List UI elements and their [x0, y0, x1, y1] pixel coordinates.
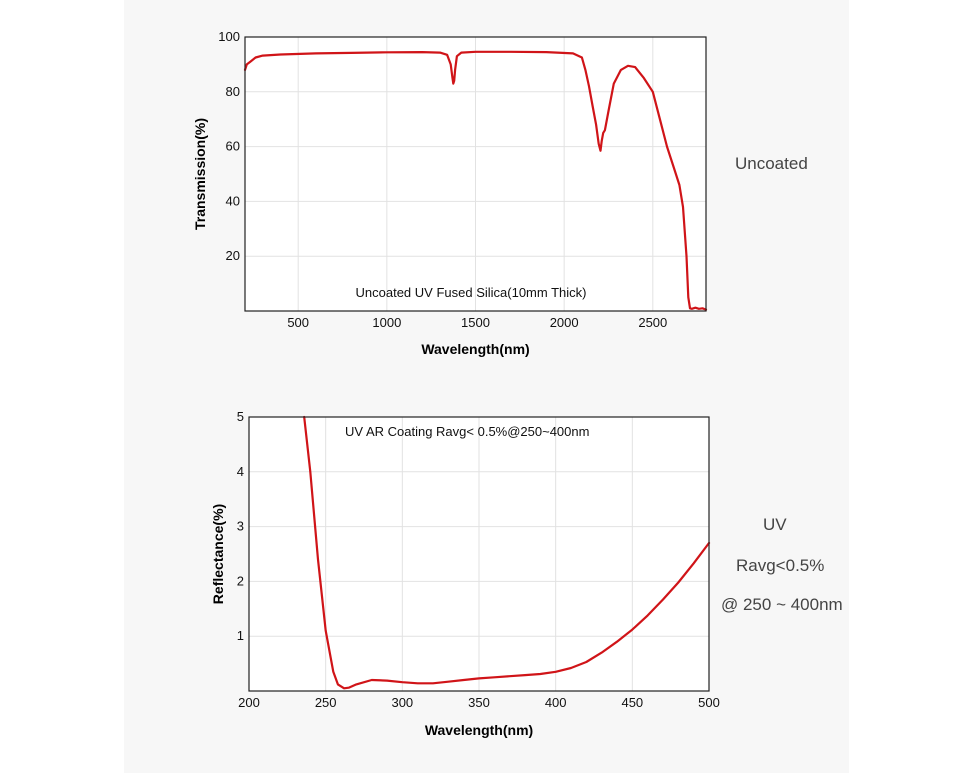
x-tick-label: 200: [238, 695, 260, 710]
x-tick-label: 1000: [372, 315, 401, 330]
ravg-label: Ravg<0.5%: [736, 556, 825, 575]
y-tick-label: 5: [237, 409, 244, 424]
x-tick-label: 1500: [461, 315, 490, 330]
plot-frame: [248, 416, 710, 692]
data-series-line: [243, 50, 708, 311]
y-tick-label: 20: [226, 248, 240, 263]
y-tick-label: 100: [218, 29, 240, 44]
x-tick-label: 300: [391, 695, 413, 710]
y-axis-title: Reflectance(%): [210, 504, 226, 604]
x-tick-label: 450: [621, 695, 643, 710]
uv-label: UV: [763, 515, 787, 534]
y-tick-label: 40: [226, 193, 240, 208]
chart-annotation: Uncoated UV Fused Silica(10mm Thick): [356, 285, 587, 300]
transmission-chart: 500 1000 1500 2000 2500 20 40 60 80 100 Uncoated U…: [192, 29, 708, 357]
uncoated-label: Uncoated: [735, 154, 808, 173]
x-axis-title: Wavelength(nm): [425, 722, 533, 738]
x-tick-label: 500: [698, 695, 720, 710]
x-tick-label: 500: [287, 315, 309, 330]
x-tick-label: 2000: [550, 315, 579, 330]
y-tick-label: 2: [237, 573, 244, 588]
y-tick-label: 80: [226, 84, 240, 99]
range-label: @ 250 ~ 400nm: [721, 595, 843, 614]
x-tick-label: 400: [545, 695, 567, 710]
y-axis-title: Transmission(%): [192, 118, 208, 230]
y-tick-label: 3: [237, 519, 244, 534]
plot-frame: [244, 36, 707, 312]
x-tick-label: 2500: [638, 315, 667, 330]
x-tick-label: 250: [315, 695, 337, 710]
y-tick-label: 4: [237, 464, 244, 479]
x-axis-title: Wavelength(nm): [421, 341, 529, 357]
data-series-line: [303, 415, 711, 690]
y-tick-label: 60: [226, 139, 240, 154]
y-tick-label: 1: [237, 628, 244, 643]
chart-annotation: UV AR Coating Ravg< 0.5%@250~400nm: [345, 424, 589, 439]
x-tick-label: 350: [468, 695, 490, 710]
